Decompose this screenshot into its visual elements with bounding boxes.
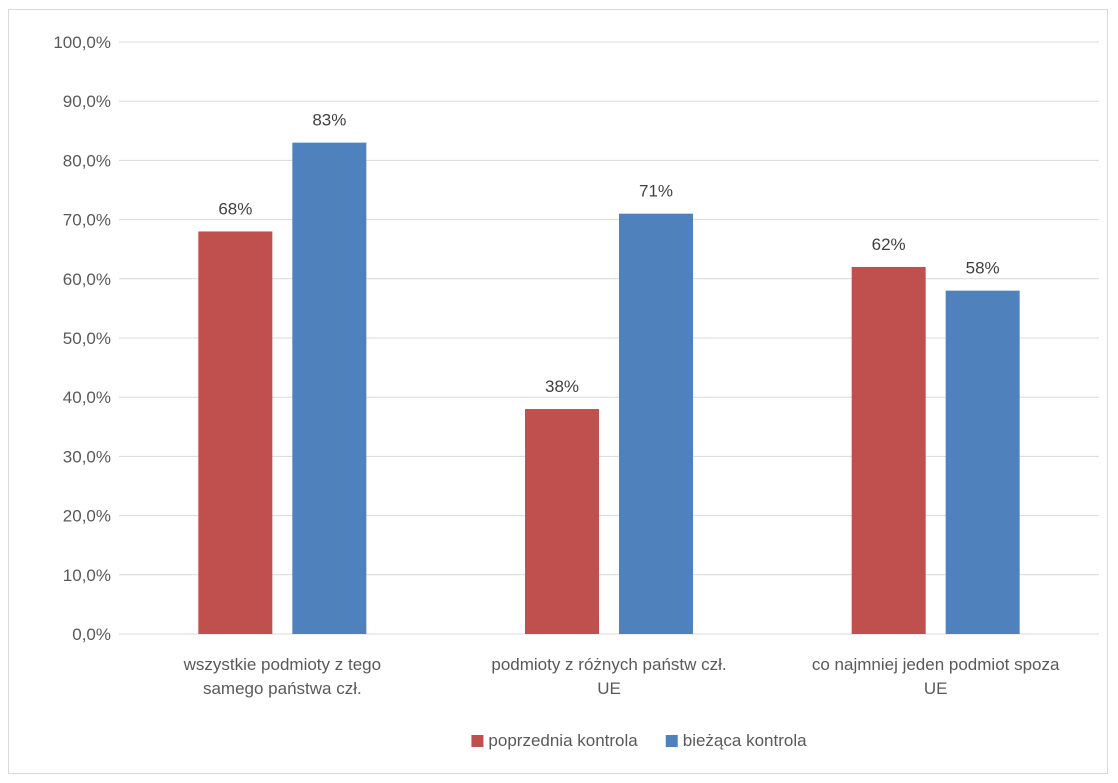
- data-label: 83%: [312, 111, 346, 130]
- x-tick-label: co najmniej jeden podmiot spoza: [812, 655, 1060, 674]
- data-label: 68%: [218, 199, 252, 218]
- bar: [198, 231, 273, 634]
- y-tick-label: 50,0%: [63, 329, 111, 348]
- y-tick-label: 100,0%: [53, 33, 111, 52]
- y-tick-label: 20,0%: [63, 507, 111, 526]
- y-tick-label: 0,0%: [72, 625, 111, 644]
- data-label: 62%: [872, 235, 906, 254]
- x-tick-label: wszystkie podmioty z tego: [183, 655, 381, 674]
- x-tick-label: podmioty z różnych państw czł.: [491, 655, 726, 674]
- data-label: 58%: [966, 259, 1000, 278]
- y-tick-label: 10,0%: [63, 566, 111, 585]
- x-tick-label: UE: [924, 679, 948, 698]
- y-tick-label: 60,0%: [63, 270, 111, 289]
- chart-frame: 0,0% 10,0% 20,0% 30,0% 40,0% 50,0% 60,0% 70,0% 8…: [8, 9, 1108, 774]
- data-label: 38%: [545, 377, 579, 396]
- x-tick-label: samego państwa czł.: [203, 679, 362, 698]
- y-tick-label: 30,0%: [63, 447, 111, 466]
- y-tick-label: 40,0%: [63, 388, 111, 407]
- bar-chart: 0,0% 10,0% 20,0% 30,0% 40,0% 50,0% 60,0% 70,0% 8…: [53, 33, 1099, 750]
- bar: [851, 266, 926, 634]
- y-tick-label: 90,0%: [63, 92, 111, 111]
- y-tick-label: 80,0%: [63, 151, 111, 170]
- bar: [525, 409, 599, 634]
- x-tick-label: UE: [597, 679, 621, 698]
- legend-swatch: [665, 735, 678, 747]
- legend-label: poprzednia kontrola: [488, 731, 638, 750]
- data-label: 71%: [639, 182, 673, 201]
- bar: [945, 290, 1020, 634]
- legend-label: bieżąca kontrola: [683, 731, 807, 750]
- y-tick-label: 70,0%: [63, 211, 111, 230]
- bar: [619, 213, 693, 634]
- bar: [292, 142, 367, 634]
- legend-swatch: [471, 735, 484, 747]
